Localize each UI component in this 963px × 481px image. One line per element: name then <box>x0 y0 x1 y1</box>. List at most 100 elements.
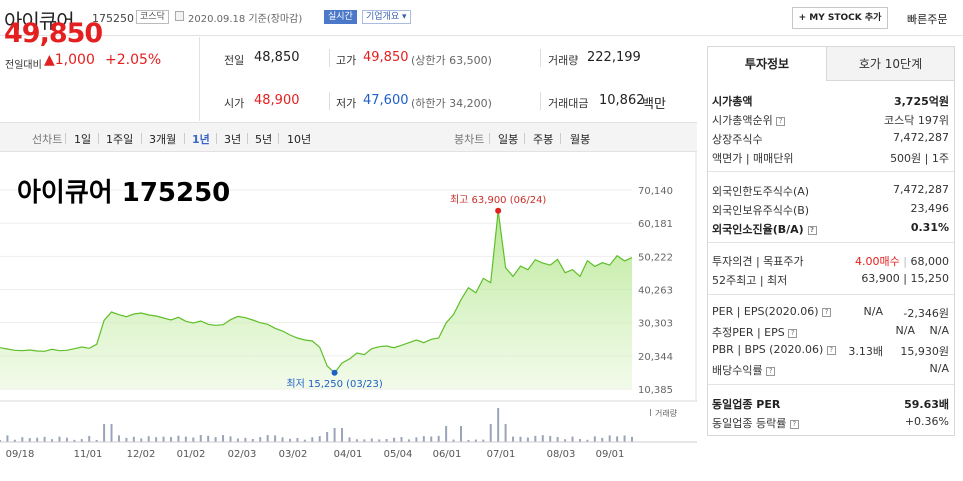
volume-bar <box>393 437 396 442</box>
volume-bar <box>73 439 76 442</box>
volume-bar <box>341 428 344 442</box>
chart-title: 아이큐어 175250 <box>17 178 231 208</box>
realtime-button[interactable]: 실시간 <box>324 10 357 24</box>
volume-bar <box>80 439 83 442</box>
divider <box>184 133 185 144</box>
candle-weekly[interactable]: 주봉 <box>533 133 554 146</box>
foreign-holding-label: 외국인보유주식수(B) <box>712 204 810 217</box>
y-tick-label: 30,303 <box>638 319 673 330</box>
price-chart[interactable]: 70,140 60,181 50,222 40,263 30,303 20,344 10,3… <box>0 152 697 481</box>
candle-monthly[interactable]: 월봉 <box>570 133 591 146</box>
volume-bar <box>207 435 210 442</box>
volume-bar <box>631 436 633 442</box>
help-icon[interactable]: ? <box>766 366 776 376</box>
tab-order-book[interactable]: 호가 10단계 <box>826 47 954 81</box>
x-tick-label: 02/03 <box>228 449 257 460</box>
y-tick-label: 10,385 <box>638 385 673 396</box>
volume-bar <box>140 438 143 442</box>
volume-bar <box>497 408 500 442</box>
opinion-rating: 4.00매수 <box>855 255 900 268</box>
period-1y[interactable]: 1년 <box>192 133 210 146</box>
volume-bar <box>103 424 106 442</box>
amount-label: 거래대금 <box>548 97 589 110</box>
volume-bar <box>184 436 187 442</box>
help-icon[interactable]: ? <box>788 328 798 338</box>
volume-bar <box>564 439 567 442</box>
volume-bar <box>541 435 544 442</box>
stock-name: 아이큐어 <box>4 9 75 33</box>
volume-bar <box>474 439 477 442</box>
industry-rate-value: +0.36% <box>904 415 949 428</box>
foreign-limit-value: 7,472,287 <box>893 183 949 196</box>
prev-close-value: 48,850 <box>254 50 300 65</box>
volume-bar <box>445 426 448 442</box>
candle-daily[interactable]: 일봉 <box>498 133 519 146</box>
volume-bar <box>556 437 559 442</box>
amount-value: 10,862 <box>599 93 645 108</box>
volume-bar <box>452 439 455 442</box>
x-tick-label: 06/01 <box>433 449 462 460</box>
bps-value: 15,930원 <box>900 345 949 358</box>
foreign-ratio-label: 외국인소진율(B/A) ? <box>712 221 817 237</box>
divider <box>708 242 954 243</box>
company-overview-button[interactable]: 기업개요 ▾ <box>362 10 411 24</box>
volume-bar <box>51 439 54 442</box>
low-point-marker <box>331 369 338 376</box>
foreign-ratio-value: 0.31% <box>910 221 949 234</box>
period-3y[interactable]: 3년 <box>224 133 242 146</box>
volume-bar <box>36 437 39 442</box>
high-point-marker <box>495 207 502 214</box>
volume-bar <box>571 436 574 442</box>
dividend-label: 배당수익률 ? <box>712 362 776 378</box>
volume-value: 222,199 <box>587 50 641 65</box>
upper-limit: (상한가 63,500) <box>411 54 492 67</box>
volume-bar <box>378 439 381 442</box>
per-label: PER | EPS(2020.06) ? <box>712 305 832 318</box>
foreign-limit-label: 외국인한도주식수(A) <box>712 185 810 198</box>
volume-bar <box>236 438 239 442</box>
volume-bar <box>363 439 366 442</box>
foreign-holding-value: 23,496 <box>910 202 950 215</box>
volume-bar <box>274 435 277 442</box>
open-label: 시가 <box>224 97 245 110</box>
period-1w[interactable]: 1주일 <box>106 133 134 146</box>
market-cap-value: 3,725억원 <box>893 95 949 108</box>
price-box <box>0 37 200 121</box>
period-10y[interactable]: 10년 <box>287 133 312 146</box>
volume-bar <box>616 436 619 442</box>
volume-bar <box>504 424 507 442</box>
quick-order-link[interactable]: 빠른주문 <box>907 13 948 26</box>
industry-rate-text: 동일업종 등락률 <box>712 417 787 430</box>
chart-period-bar <box>0 122 697 152</box>
price-change-rate: +2.05% <box>105 52 162 68</box>
tab-investment-info[interactable]: 투자정보 <box>708 47 826 81</box>
divider <box>708 294 954 295</box>
help-icon[interactable]: ? <box>776 116 786 126</box>
market-cap-rank-value: 코스닥 197위 <box>884 114 949 127</box>
divider <box>247 133 248 144</box>
volume-bar <box>415 437 418 442</box>
volume-bar <box>110 424 113 442</box>
est-per-label: 추정PER | EPS ? <box>712 324 798 340</box>
company-overview-label: 기업개요 <box>366 12 400 22</box>
volume-bar <box>192 437 195 442</box>
volume-bar <box>28 438 31 442</box>
period-3m[interactable]: 3개월 <box>149 133 177 146</box>
pbr-label: PBR | BPS (2020.06) ? <box>712 343 836 356</box>
help-icon[interactable]: ? <box>807 225 817 235</box>
volume-bar <box>199 435 202 442</box>
x-tick-label: 05/04 <box>384 449 413 460</box>
y-tick-label: 70,140 <box>638 186 673 197</box>
volume-bar <box>177 435 180 442</box>
add-mystock-button[interactable]: + MY STOCK 추가 <box>792 7 888 29</box>
help-icon[interactable]: ? <box>826 345 836 355</box>
period-1d[interactable]: 1일 <box>74 133 92 146</box>
listed-shares-label: 상장주식수 <box>712 133 763 146</box>
divider <box>278 133 279 144</box>
period-5y[interactable]: 5년 <box>255 133 273 146</box>
volume-bar <box>155 437 158 442</box>
calendar-icon <box>175 11 184 21</box>
help-icon[interactable]: ? <box>789 419 799 429</box>
help-icon[interactable]: ? <box>822 307 832 317</box>
dividend-label-text: 배당수익률 <box>712 364 763 377</box>
